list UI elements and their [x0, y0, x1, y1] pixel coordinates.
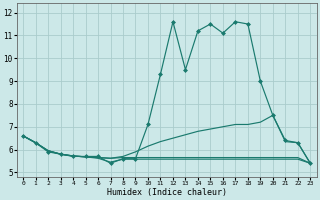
X-axis label: Humidex (Indice chaleur): Humidex (Indice chaleur): [107, 188, 227, 197]
